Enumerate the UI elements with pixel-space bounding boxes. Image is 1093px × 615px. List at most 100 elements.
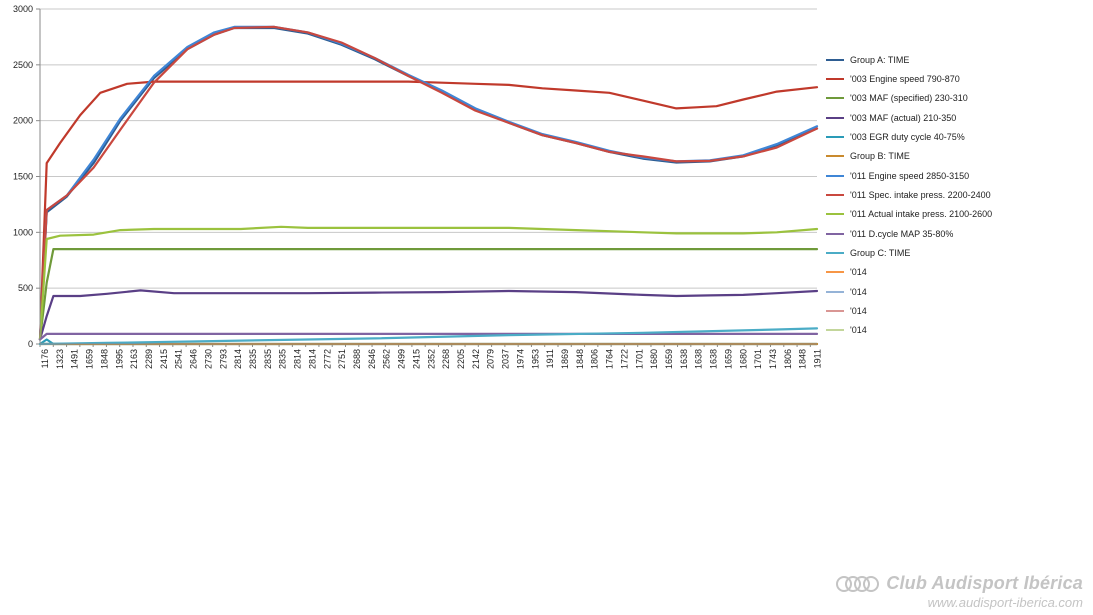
legend-item: '003 MAF (actual) 210-350 [826, 108, 1086, 127]
y-tick-label: 2500 [13, 60, 33, 70]
legend-swatch [826, 174, 844, 177]
x-tick-label: 1764 [605, 349, 615, 369]
x-tick-label: 1659 [664, 349, 674, 369]
series-line-3 [38, 289, 819, 341]
x-tick-label: 2772 [322, 349, 332, 369]
legend-item: '014 [826, 321, 1086, 340]
x-tick-label: 2814 [307, 349, 317, 369]
x-tick-label: 1491 [70, 349, 80, 369]
legend-label: '014 [850, 267, 867, 278]
series-line-2 [38, 248, 819, 341]
legend-swatch [826, 271, 844, 274]
x-tick-label: 2352 [426, 349, 436, 369]
legend-item: '003 EGR duty cycle 40-75% [826, 127, 1086, 146]
legend-item: '011 Actual intake press. 2100-2600 [826, 205, 1086, 224]
legend-swatch [826, 58, 844, 61]
x-tick-label: 1638 [709, 349, 719, 369]
x-tick-label: 1659 [85, 349, 95, 369]
x-tick-label: 2688 [352, 349, 362, 369]
legend-label: Group B: TIME [850, 151, 910, 162]
series-lines [38, 25, 819, 346]
gridlines [40, 8, 817, 289]
x-tick-label: 1995 [114, 349, 124, 369]
legend-item: '014 [826, 282, 1086, 301]
x-tick-label: 1176 [40, 349, 50, 368]
x-tick-label: 1659 [723, 349, 733, 369]
legend-swatch [826, 78, 844, 81]
legend-swatch [826, 290, 844, 293]
x-tick-label: 1974 [515, 349, 525, 369]
legend-label: '003 MAF (specified) 230-310 [850, 93, 968, 104]
y-tick-label: 1500 [13, 172, 33, 182]
y-tick-label: 3000 [13, 4, 33, 14]
x-tick-label: 2835 [263, 349, 273, 369]
legend-item: '014 [826, 301, 1086, 320]
legend-item: Group C: TIME [826, 243, 1086, 262]
x-tick-label: 2541 [174, 349, 184, 369]
x-tick-label: 2751 [337, 349, 347, 369]
legend-label: '014 [850, 306, 867, 317]
watermark: Club Audisport Ibérica www.audisport-ibe… [836, 573, 1083, 610]
x-tick-label: 1806 [783, 349, 793, 369]
legend-swatch [826, 232, 844, 235]
legend-swatch [826, 329, 844, 332]
legend-item: '003 MAF (specified) 230-310 [826, 89, 1086, 108]
y-tick-label: 1000 [13, 227, 33, 237]
x-tick-label: 2499 [397, 349, 407, 369]
x-tick-label: 2646 [367, 349, 377, 369]
series-line-1 [38, 80, 819, 341]
x-tick-label: 2415 [159, 349, 169, 369]
x-tick-label: 1638 [694, 349, 704, 369]
x-tick-label: 1848 [798, 349, 808, 369]
y-axis-ticks: 0 500 1000 1500 2000 2500 3000 [13, 4, 40, 349]
legend-swatch [826, 194, 844, 197]
chart-legend: Group A: TIME '003 Engine speed 790-870 '0… [826, 50, 1086, 340]
x-tick-label: 2814 [233, 349, 243, 369]
x-tick-label: 1701 [634, 349, 644, 369]
x-tick-label: 1722 [619, 349, 629, 369]
legend-item: Group A: TIME [826, 50, 1086, 69]
x-tick-label: 1953 [530, 349, 540, 369]
x-tick-label: 1869 [560, 349, 570, 369]
x-tick-label: 1638 [679, 349, 689, 369]
legend-swatch [826, 310, 844, 313]
x-tick-label: 2163 [129, 349, 139, 369]
watermark-url: www.audisport-iberica.com [927, 595, 1083, 610]
legend-label: '003 MAF (actual) 210-350 [850, 112, 957, 123]
x-tick-label: 1911 [813, 349, 823, 368]
x-tick-label: 1701 [753, 349, 763, 369]
legend-label: '003 EGR duty cycle 40-75% [850, 132, 965, 143]
x-tick-label: 2562 [382, 349, 392, 369]
x-tick-label: 2205 [456, 349, 466, 369]
legend-item: '014 [826, 263, 1086, 282]
legend-label: '014 [850, 325, 867, 336]
x-tick-label: 1911 [545, 349, 555, 368]
x-tick-label: 2415 [411, 349, 421, 369]
x-tick-label: 2835 [248, 349, 258, 369]
y-tick-label: 500 [18, 283, 33, 293]
y-tick-label: 2000 [13, 116, 33, 126]
x-tick-label: 2814 [293, 349, 303, 369]
x-tick-label: 1680 [649, 349, 659, 369]
legend-item: Group B: TIME [826, 147, 1086, 166]
line-chart: 0 500 1000 1500 2000 2500 3000 1176 1323 1491 165… [13, 4, 823, 369]
legend-swatch [826, 97, 844, 100]
x-tick-label: 1848 [99, 349, 109, 369]
legend-label: Group C: TIME [850, 248, 911, 259]
series-line-7 [38, 25, 819, 341]
x-tick-label: 1743 [768, 349, 778, 369]
x-tick-label: 1806 [590, 349, 600, 369]
legend-swatch [826, 213, 844, 216]
x-tick-label: 2268 [441, 349, 451, 369]
legend-label: '003 Engine speed 790-870 [850, 74, 960, 85]
x-tick-label: 2079 [486, 349, 496, 369]
legend-item: '011 Engine speed 2850-3150 [826, 166, 1086, 185]
x-tick-label: 2037 [501, 349, 511, 369]
legend-swatch [826, 252, 844, 255]
y-tick-label: 0 [28, 339, 33, 349]
legend-swatch [826, 136, 844, 139]
x-tick-label: 2646 [189, 349, 199, 369]
x-tick-label: 1848 [575, 349, 585, 369]
watermark-brand-text: Club Audisport Ibérica [886, 573, 1083, 593]
legend-label: Group A: TIME [850, 54, 910, 65]
